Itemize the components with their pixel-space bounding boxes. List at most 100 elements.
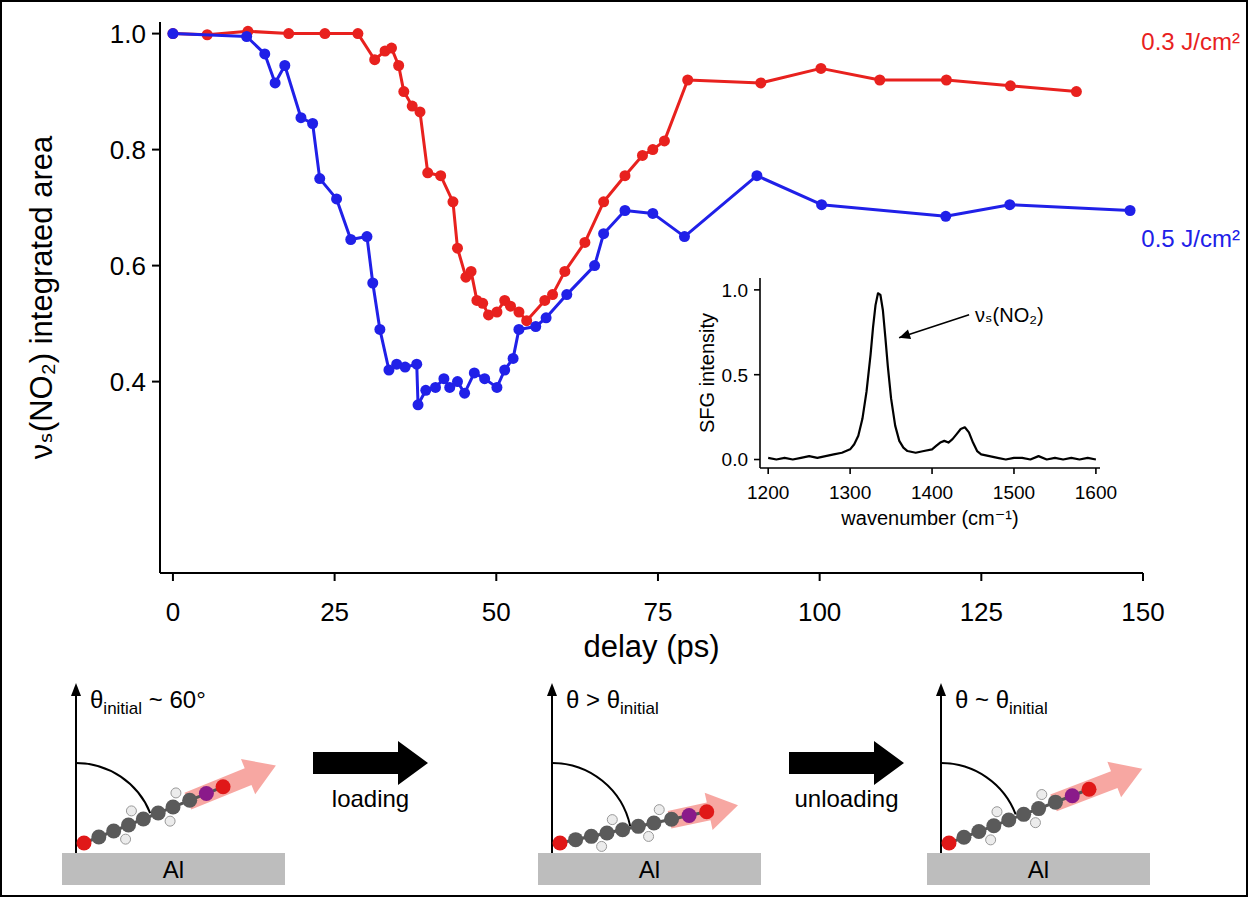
step: loading [313,741,428,812]
angle-label-part: ~ 60° [142,686,206,713]
series-marker [647,208,658,219]
x-tick [1142,573,1144,581]
series-marker [941,75,952,86]
x-tick [819,573,821,581]
x-tick [931,468,933,474]
angle-label-part: initial [620,699,659,718]
x-tick [849,468,851,474]
series-marker [499,365,510,376]
series-marker [279,60,290,71]
x-axis [160,572,1143,574]
annotation: νₛ(NO₂) [975,304,1044,326]
annotation-arrow [899,315,969,338]
atom [1082,782,1097,797]
atom [216,779,231,794]
atom [599,826,614,841]
series-marker [307,118,318,129]
atom [971,824,986,839]
series-marker [411,359,422,370]
atom [151,806,166,821]
y-tick-label: 0.4 [110,367,146,397]
y-tick-label: 1.0 [110,19,146,49]
series-marker [314,173,325,184]
y-tick-label: 0.6 [110,251,146,281]
atom [136,812,151,827]
annotation-arrowhead [899,330,911,340]
atom [615,822,630,837]
y-tick [754,374,760,376]
series-marker [241,31,252,42]
atom [986,835,996,845]
y-tick-label: 0.0 [722,449,748,470]
atom [1048,795,1063,810]
step-label: loading [332,785,409,812]
y-axis-title: νₛ(NO₂) integrated area [24,135,59,459]
series-marker [452,376,463,387]
angle-arc [552,763,630,826]
normal-arrowhead [936,683,946,696]
y-tick-label: 0.5 [722,365,748,386]
atom [182,793,197,808]
x-axis-title: wavenumber (cm⁻¹) [840,507,1018,529]
series-marker [521,315,532,326]
y-tick [754,459,760,461]
x-tick-label: 125 [960,597,1003,627]
x-tick-label: 1500 [993,482,1035,503]
atom [644,831,654,841]
series-marker [679,231,690,242]
y-axis [159,22,161,573]
series-marker [561,289,572,300]
series-marker [619,170,630,181]
atom [126,806,136,816]
atom [1037,790,1047,800]
dipole-arrow [185,759,276,809]
atom [646,816,661,831]
x-tick [1095,468,1097,474]
inset-chart: 120013001400150016000.00.51.0wavenumber … [696,278,1117,529]
atom [1016,807,1031,822]
atom [91,830,106,845]
y-tick [152,381,160,383]
series-marker [1004,199,1015,210]
series-marker [559,266,570,277]
angle-label-part: θ > θ [566,686,620,713]
series-marker [167,28,178,39]
normal-arrow [940,694,942,853]
atom [1031,801,1046,816]
series-line [768,293,1096,459]
series-marker [452,243,463,254]
atom [77,836,92,851]
series-marker [319,28,330,39]
diagram-panel: Alθ ~ θinitial [927,683,1150,885]
angle-label-part: initial [1009,699,1048,718]
series-line [173,34,1130,405]
series-marker [331,193,342,204]
series-marker [619,205,630,216]
series-marker [541,312,552,323]
series-marker [491,307,502,318]
atom [664,812,679,827]
series-marker [352,28,363,39]
series-marker [530,321,541,332]
surface [538,853,761,885]
series-marker [469,367,480,378]
x-tick [1013,468,1015,474]
series-marker [430,382,441,393]
y-tick [152,265,160,267]
series-marker [579,237,590,248]
series-marker [659,135,670,146]
series-marker [816,199,827,210]
series-marker [295,112,306,123]
plot-data [768,293,1096,459]
series-marker [361,231,372,242]
series-marker [751,170,762,181]
x-tick-label: 1600 [1075,482,1117,503]
angle-arc [76,763,150,813]
y-tick-label: 1.0 [722,280,748,301]
atom [199,786,214,801]
atom [584,829,599,844]
series-marker [466,266,477,277]
series-marker [940,211,951,222]
series-label: 0.5 J/cm² [1141,225,1240,252]
atom [682,808,697,823]
